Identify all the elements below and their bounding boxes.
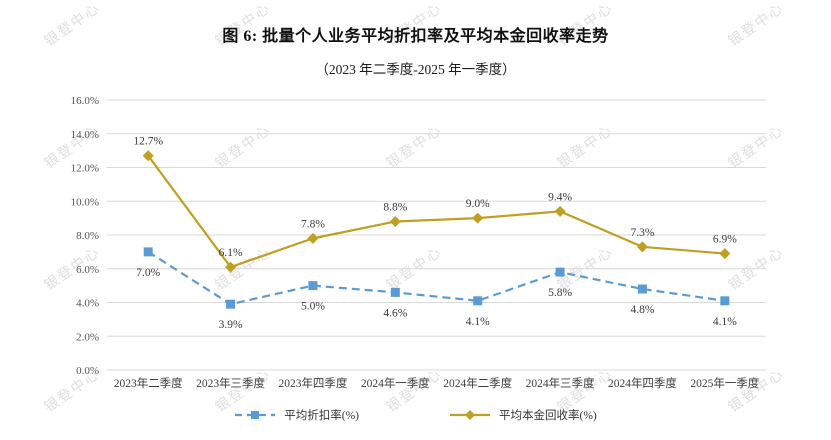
x-tick-label: 2023年三季度 bbox=[196, 376, 265, 390]
y-tick-label: 4.0% bbox=[76, 298, 99, 310]
data-label: 7.3% bbox=[630, 227, 654, 239]
marker-diamond bbox=[719, 248, 731, 260]
marker-diamond bbox=[554, 205, 566, 217]
marker-diamond bbox=[225, 261, 237, 273]
x-tick-label: 2024年二季度 bbox=[443, 376, 512, 390]
marker-diamond bbox=[307, 232, 319, 244]
x-tick-label: 2025年一季度 bbox=[690, 376, 759, 390]
y-tick-label: 12.0% bbox=[71, 163, 99, 175]
data-label: 9.0% bbox=[466, 198, 490, 210]
marker-diamond bbox=[389, 216, 401, 227]
legend-item-1: 平均本金回收率(%) bbox=[449, 407, 597, 423]
y-tick-label: 8.0% bbox=[76, 230, 99, 242]
x-tick-label: 2024年三季度 bbox=[526, 376, 595, 390]
x-tick-label: 2024年一季度 bbox=[361, 376, 430, 390]
data-label: 5.8% bbox=[548, 287, 572, 299]
series-line-0 bbox=[147, 250, 725, 306]
data-label: 7.8% bbox=[301, 218, 325, 230]
data-label: 4.1% bbox=[713, 316, 737, 328]
x-tick-label: 2023年二季度 bbox=[114, 376, 183, 390]
data-label: 6.9% bbox=[713, 234, 737, 246]
data-label: 3.9% bbox=[219, 319, 243, 331]
data-label: 12.7% bbox=[133, 136, 163, 148]
data-label: 6.1% bbox=[219, 247, 243, 259]
marker-square bbox=[143, 247, 153, 257]
marker-square bbox=[390, 287, 400, 297]
data-label: 4.6% bbox=[383, 307, 407, 319]
marker-square bbox=[637, 284, 647, 294]
data-label: 4.8% bbox=[630, 304, 654, 316]
chart-subtitle: （2023 年二季度-2025 年一季度） bbox=[315, 62, 516, 77]
y-tick-label: 2.0% bbox=[76, 331, 99, 343]
marker-diamond bbox=[472, 212, 484, 224]
marker-square bbox=[720, 296, 730, 306]
y-tick-label: 6.0% bbox=[76, 264, 99, 276]
marker-square bbox=[473, 296, 483, 306]
legend-swatch bbox=[450, 410, 490, 420]
data-label: 5.0% bbox=[301, 301, 325, 313]
data-label: 4.1% bbox=[466, 316, 490, 328]
data-label: 7.0% bbox=[136, 267, 160, 279]
marker-diamond bbox=[636, 241, 648, 253]
series-line-1 bbox=[147, 155, 725, 269]
y-tick-label: 0.0% bbox=[76, 365, 99, 377]
legend-label: 平均折扣率(%) bbox=[284, 410, 359, 422]
y-tick-label: 14.0% bbox=[71, 129, 99, 141]
data-label: 8.8% bbox=[383, 202, 407, 214]
chart-title: 图 6: 批量个人业务平均折扣率及平均本金回收率走势 bbox=[222, 28, 609, 45]
marker-square bbox=[308, 281, 318, 291]
y-tick-label: 16.0% bbox=[71, 95, 99, 107]
legend-item-0: 平均折扣率(%) bbox=[234, 407, 359, 423]
legend-label: 平均本金回收率(%) bbox=[499, 410, 597, 422]
x-tick-label: 2024年四季度 bbox=[608, 376, 677, 390]
legend-swatch bbox=[235, 411, 276, 419]
x-tick-label: 2023年四季度 bbox=[278, 376, 347, 390]
chart-legend: 平均折扣率(%) 平均本金回收率(%) bbox=[0, 407, 831, 423]
data-label: 9.4% bbox=[548, 191, 572, 203]
marker-diamond bbox=[142, 150, 154, 162]
y-tick-label: 10.0% bbox=[71, 196, 99, 208]
marker-square bbox=[226, 299, 236, 309]
marker-square bbox=[555, 267, 565, 277]
